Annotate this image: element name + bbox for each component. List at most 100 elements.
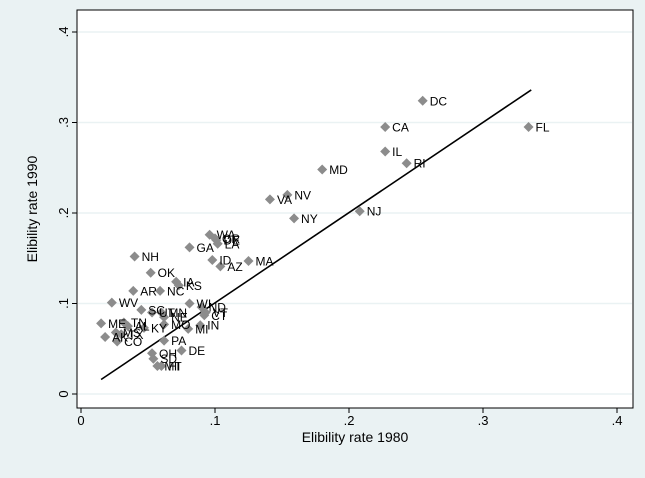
fit-line-layer [100, 89, 532, 381]
y-tick-label-3: .3 [56, 117, 71, 128]
point-label-31: CT [211, 309, 228, 323]
data-point-44 [159, 335, 170, 346]
data-point-38 [138, 322, 149, 333]
point-label-19: OK [158, 266, 175, 280]
point-label-13: LA [225, 237, 240, 251]
point-label-44: PA [171, 334, 186, 348]
point-label-49: HI [168, 359, 180, 373]
grid-lines [78, 31, 632, 395]
data-point-14 [184, 242, 195, 253]
point-label-38: KY [151, 321, 167, 335]
point-label-0: DC [430, 94, 448, 108]
point-label-1: CA [392, 121, 409, 135]
data-point-42 [100, 331, 111, 342]
point-label-43: CO [124, 335, 142, 349]
point-label-16: ID [219, 254, 231, 268]
data-point-47 [148, 353, 159, 364]
data-point-33 [118, 317, 129, 328]
data-point-6 [282, 189, 293, 200]
data-point-9 [289, 213, 300, 224]
data-points [96, 95, 534, 371]
point-label-11: OR [222, 232, 240, 246]
point-label-37: AL [135, 320, 150, 334]
data-point-3 [380, 146, 391, 157]
point-label-48: MT [164, 359, 182, 373]
data-point-23 [155, 285, 166, 296]
point-label-45: DE [189, 344, 206, 358]
point-label-34: ME [108, 317, 126, 331]
y-tick-label-2: .2 [56, 208, 71, 219]
data-point-7 [264, 194, 275, 205]
point-label-7: VA [277, 193, 292, 207]
point-label-8: NJ [367, 205, 382, 219]
data-point-22 [128, 285, 139, 296]
point-label-32: NE [171, 311, 188, 325]
data-point-43 [112, 336, 123, 347]
data-point-4 [401, 158, 412, 169]
point-label-5: MD [329, 163, 348, 177]
axes: 0 .1 .2 .3 .4 0 .1 .2 .3 .4 [56, 27, 622, 428]
point-label-41: TX [128, 328, 143, 342]
data-point-8 [354, 206, 365, 217]
point-label-39: MI [195, 322, 208, 336]
point-label-18: AZ [227, 260, 242, 274]
x-tick-label-2: .2 [344, 413, 355, 428]
point-label-28: UT [159, 306, 176, 320]
point-label-33: TN [131, 316, 147, 330]
point-label-9: NY [301, 212, 318, 226]
point-label-4: RI [414, 157, 426, 171]
point-label-29: MN [168, 306, 187, 320]
data-point-28 [147, 307, 158, 318]
point-label-17: MA [256, 254, 274, 268]
point-label-12: DE [223, 234, 240, 248]
y-axis-title: Elibility rate 1990 [24, 155, 40, 262]
y-tick-label-1: .1 [56, 298, 71, 309]
data-point-45 [176, 345, 187, 356]
point-label-10: WA [217, 228, 236, 242]
data-point-35 [159, 319, 170, 330]
point-label-26: ND [209, 301, 227, 315]
y-tick-label-0: 0 [56, 390, 71, 397]
data-point-15 [129, 251, 140, 262]
point-label-20: IA [183, 275, 194, 289]
fit-line [100, 89, 532, 381]
data-point-32 [159, 312, 170, 323]
point-label-27: SC [148, 303, 165, 317]
data-point-36 [195, 320, 206, 331]
x-tick-label-0: 0 [77, 413, 84, 428]
data-point-34 [96, 318, 107, 329]
data-point-16 [207, 255, 218, 266]
point-label-15: NH [142, 250, 159, 264]
point-label-35: MO [171, 318, 190, 332]
data-point-21 [173, 280, 184, 291]
data-point-18 [215, 261, 226, 272]
point-label-24: WV [119, 296, 138, 310]
data-point-5 [317, 164, 328, 175]
data-point-37 [122, 321, 133, 332]
data-point-41 [116, 329, 127, 340]
x-tick-label-4: .4 [612, 413, 623, 428]
point-label-40: MS [123, 326, 141, 340]
point-label-36: IN [207, 319, 219, 333]
data-point-17 [243, 255, 254, 266]
point-label-23: NC [167, 284, 185, 298]
point-label-6: NV [294, 188, 311, 202]
point-label-25: WI [197, 297, 212, 311]
point-label-3: IL [392, 145, 402, 159]
x-tick-label-1: .1 [210, 413, 221, 428]
point-label-30: VT [213, 306, 229, 320]
y-tick-label-4: .4 [56, 27, 71, 38]
data-point-13 [212, 238, 223, 249]
data-point-49 [156, 360, 167, 371]
point-label-47: SD [160, 352, 177, 366]
data-point-0 [417, 95, 428, 106]
data-point-19 [145, 267, 156, 278]
data-point-2 [523, 122, 534, 133]
data-point-31 [199, 310, 210, 321]
x-tick-label-3: .3 [478, 413, 489, 428]
point-label-42: AK [112, 330, 128, 344]
point-label-22: AR [140, 284, 157, 298]
